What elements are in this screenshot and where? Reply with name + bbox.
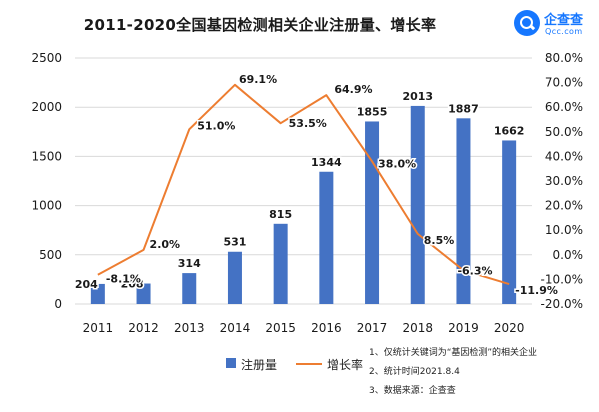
growth-rate-line — [97, 83, 510, 286]
bar — [410, 105, 425, 304]
logo-name: 企查查 — [544, 13, 584, 28]
bar — [227, 251, 242, 304]
legend-swatch-line — [296, 363, 322, 365]
y-right-tick-label: 0.0% — [553, 248, 584, 262]
growth-rate-label: 51.0% — [197, 119, 235, 132]
legend-item-line: 增长率 — [296, 356, 366, 372]
bar-value-label: 1662 — [494, 124, 525, 137]
y-left-tick-label: 2500 — [31, 51, 62, 65]
growth-rate-label: 53.5% — [289, 117, 327, 130]
bar-value-label: 1887 — [448, 102, 479, 115]
logo-subtitle: Qcc.com — [545, 27, 583, 36]
y-right-tick-label: 10.0% — [545, 223, 583, 237]
bar-value-label: 208 — [121, 278, 144, 291]
bar — [136, 283, 151, 304]
x-tick-label: 2015 — [265, 321, 296, 335]
bar — [456, 118, 471, 304]
chart-title: 2011-2020全国基因检测相关企业注册量、增长率 — [83, 16, 437, 34]
y-right-tick-label: 20.0% — [545, 199, 583, 213]
y-left-tick-label: 1500 — [31, 149, 62, 163]
x-tick-label: 2017 — [357, 321, 388, 335]
bar — [182, 273, 197, 304]
y-right-tick-label: 40.0% — [545, 149, 583, 163]
qcc-logo: 企查查 Qcc.com — [514, 8, 598, 40]
y-left-tick-label: 2000 — [31, 100, 62, 114]
bar — [319, 171, 334, 304]
growth-rate-label: 64.9% — [334, 83, 372, 96]
growth-rate-label: -6.3% — [457, 264, 492, 277]
growth-rate-label: -8.1% — [106, 273, 141, 286]
note-line: 1、仅统计关键词为“基因检测”的相关企业 — [369, 348, 538, 358]
x-tick-label: 2018 — [402, 321, 433, 335]
growth-rate-label: 2.0% — [150, 238, 181, 251]
growth-rate-label: -11.9% — [515, 284, 558, 297]
bar — [90, 283, 105, 304]
y-right-tick-label: 50.0% — [545, 125, 583, 139]
legend-label: 注册量 — [241, 358, 278, 372]
growth-rate-label: 69.1% — [239, 73, 277, 86]
y-right-tick-label: 60.0% — [545, 100, 583, 114]
bar — [365, 121, 380, 304]
y-left-tick-label: 0 — [54, 297, 62, 311]
bar — [273, 223, 288, 304]
y-right-tick-label: 80.0% — [545, 51, 583, 65]
x-tick-label: 2016 — [311, 321, 342, 335]
x-tick-label: 2020 — [494, 321, 525, 335]
x-tick-label: 2013 — [174, 321, 205, 335]
bar-value-label: 1344 — [311, 156, 342, 169]
growth-rate-label: 8.5% — [424, 234, 455, 247]
note-line: 2、统计时间2021.8.4 — [369, 367, 460, 377]
bar-value-label: 314 — [178, 257, 201, 270]
y-left-tick-label: 1000 — [31, 199, 62, 213]
x-tick-label: 2019 — [448, 321, 479, 335]
x-tick-label: 2011 — [83, 321, 114, 335]
y-right-tick-label: 70.0% — [545, 76, 583, 90]
bar — [502, 140, 517, 304]
note-line: 3、数据来源：企查查 — [369, 386, 456, 396]
y-left-tick-label: 500 — [39, 248, 62, 262]
bar-value-label: 815 — [269, 208, 292, 221]
legend-label: 增长率 — [327, 358, 364, 372]
legend-item-bar: 注册量 — [226, 356, 286, 372]
y-right-tick-label: -10.0% — [541, 272, 583, 286]
y-right-tick-label: -20.0% — [541, 297, 583, 311]
growth-rate-label: 38.0% — [378, 157, 416, 170]
bar-value-label: 2013 — [402, 90, 433, 103]
magnifier-logo-icon — [514, 10, 540, 36]
bar-value-label: 531 — [223, 236, 246, 249]
bar-value-label: 1855 — [357, 105, 388, 118]
notes-block: 1、仅统计关键词为“基因检测”的相关企业 2、统计时间2021.8.4 3、数据… — [369, 344, 537, 401]
x-tick-label: 2014 — [220, 321, 251, 335]
bar-value-label: 204 — [75, 278, 98, 291]
y-right-tick-label: 30.0% — [545, 174, 583, 188]
x-tick-label: 2012 — [128, 321, 159, 335]
legend-swatch-bar — [226, 358, 236, 368]
